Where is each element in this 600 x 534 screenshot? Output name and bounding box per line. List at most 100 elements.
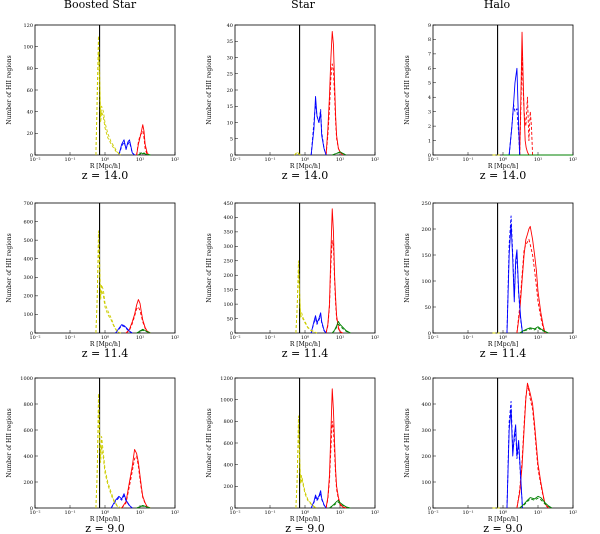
y-tick-label: 800 — [223, 419, 233, 425]
y-tick-label: 0 — [230, 506, 233, 512]
y-tick-label: 600 — [23, 219, 33, 225]
y-tick-label: 2 — [428, 124, 431, 130]
y-tick-label: 20 — [227, 88, 233, 94]
y-tick-label: 200 — [23, 480, 33, 486]
x-tick-label: 10² — [569, 157, 577, 163]
series-yellow-dashed-b — [95, 408, 121, 509]
x-axis-label: R [Mpc/h] — [488, 163, 518, 170]
y-tick-label: 1000 — [20, 376, 33, 382]
y-tick-label: 0 — [428, 506, 431, 512]
panel-1-0: 0 100 200 300 400 500 600 700 10⁻² 10⁻¹ 10⁰ 10¹ 10² R… — [6, 201, 179, 360]
y-tick-label: 9 — [428, 23, 431, 29]
x-tick-label: 10⁻² — [229, 510, 240, 516]
y-tick-label: 150 — [421, 253, 431, 259]
x-tick-label: 10⁻¹ — [64, 157, 75, 163]
plot-frame — [234, 202, 376, 334]
x-tick-label: 10² — [569, 510, 577, 516]
y-tick-label: 0 — [428, 153, 431, 159]
y-axis-label: Number of HII regions — [6, 408, 13, 477]
y-tick-label: 35 — [227, 39, 233, 45]
series-blue-dashed — [310, 315, 327, 334]
x-tick-label: 10⁻² — [427, 335, 438, 341]
y-tick-label: 1 — [428, 138, 431, 144]
series-green-dashed — [519, 497, 553, 509]
series-blue-dashed — [118, 141, 135, 156]
y-tick-label: 5 — [230, 137, 233, 143]
series-green-dashed — [138, 152, 151, 156]
series-green-dashed — [136, 329, 151, 334]
y-tick-label: 500 — [23, 238, 33, 244]
series-yellow-dashed-b — [95, 51, 121, 156]
y-tick-label: 250 — [223, 259, 233, 265]
x-tick-label: 10⁻² — [29, 157, 40, 163]
x-tick-label: 10¹ — [534, 510, 542, 516]
series-green-solid — [519, 495, 553, 509]
y-tick-label: 60 — [27, 88, 33, 94]
y-tick-label: 400 — [223, 215, 233, 221]
panel-1-1: 0 50 100 150 200 250 300 350 400 450 10⁻² 10⁻¹ 10⁰ 10… — [206, 201, 379, 360]
plot-frame — [234, 377, 376, 509]
series-blue-dashed — [310, 492, 327, 509]
series-red-solid — [136, 124, 150, 156]
series-red-dashed — [516, 238, 546, 334]
y-tick-label: 200 — [223, 484, 233, 490]
x-tick-label: 10² — [171, 157, 179, 163]
series-blue-dashed — [310, 102, 327, 156]
y-tick-label: 15 — [227, 104, 233, 110]
series-blue-solid — [506, 223, 523, 334]
series-yellow-dashed — [95, 393, 121, 509]
y-tick-label: 6 — [428, 66, 431, 72]
y-axis-label: Number of HII regions — [206, 233, 213, 302]
y-axis-label: Number of HII regions — [206, 55, 213, 124]
y-axis-label: Number of HII regions — [404, 233, 411, 302]
x-axis-label: R [Mpc/h] — [290, 516, 320, 523]
x-tick-label: 10⁻¹ — [64, 510, 75, 516]
y-tick-label: 25 — [227, 72, 233, 78]
panel-2-0: 0 200 400 600 800 1000 10⁻² 10⁻¹ 10⁰ 10¹ 10² R [Mpc… — [6, 376, 179, 534]
x-tick-label: 10⁰ — [301, 510, 309, 516]
series-red-solid — [519, 31, 530, 156]
redshift-label: z = 14.0 — [480, 169, 527, 182]
x-tick-label: 10⁻¹ — [462, 510, 473, 516]
panel-2-2: 0 100 200 300 400 500 10⁻² 10⁻¹ 10⁰ 10¹ 10² R [Mpc/… — [404, 376, 577, 534]
series-yellow-dashed — [95, 35, 121, 156]
panel-0-2: 0 1 2 3 4 5 6 7 8 9 10⁻² 10⁻¹ 10⁰ 10¹ 10² R [Mpc/h] Numb… — [404, 23, 577, 182]
panel-1-2: 0 50 100 150 200 250 10⁻² 10⁻¹ 10⁰ 10¹ 10² R [Mpc/h… — [404, 201, 577, 360]
y-tick-label: 600 — [223, 441, 233, 447]
y-tick-label: 40 — [227, 23, 233, 29]
redshift-label: z = 11.4 — [480, 347, 527, 360]
x-tick-label: 10¹ — [534, 335, 542, 341]
x-axis-label: R [Mpc/h] — [90, 163, 120, 170]
series-green-dashed — [136, 505, 151, 509]
x-tick-label: 10² — [371, 335, 379, 341]
x-tick-label: 10² — [371, 510, 379, 516]
series-green-dashed — [331, 323, 351, 334]
redshift-label: z = 11.4 — [82, 347, 129, 360]
x-tick-label: 10⁻² — [427, 510, 438, 516]
x-tick-label: 10⁻² — [229, 335, 240, 341]
plot-frame — [432, 202, 574, 334]
series-green-solid — [329, 499, 351, 509]
y-tick-label: 200 — [23, 294, 33, 300]
y-tick-label: 800 — [23, 402, 33, 408]
y-tick-label: 100 — [421, 480, 431, 486]
x-tick-label: 10² — [371, 157, 379, 163]
column-title-boosted-star: Boosted Star — [64, 0, 137, 11]
y-tick-label: 8 — [428, 37, 431, 43]
y-tick-label: 400 — [421, 402, 431, 408]
y-tick-label: 0 — [428, 331, 431, 337]
y-tick-label: 400 — [23, 257, 33, 263]
series-blue-solid — [508, 67, 521, 156]
series-red-dashed — [121, 455, 151, 509]
x-tick-label: 10⁰ — [499, 510, 507, 516]
series-red-solid — [325, 208, 343, 334]
series-yellow-dashed-b — [295, 426, 318, 509]
series-blue-dashed — [110, 495, 133, 509]
x-tick-label: 10¹ — [136, 335, 144, 341]
series-yellow-dashed — [295, 415, 318, 509]
series-red-dashed — [325, 420, 347, 509]
y-axis-label: Number of HII regions — [404, 55, 411, 124]
series-red-solid — [325, 388, 347, 509]
y-tick-label: 10 — [227, 120, 233, 126]
series-green-dashed — [329, 501, 351, 509]
